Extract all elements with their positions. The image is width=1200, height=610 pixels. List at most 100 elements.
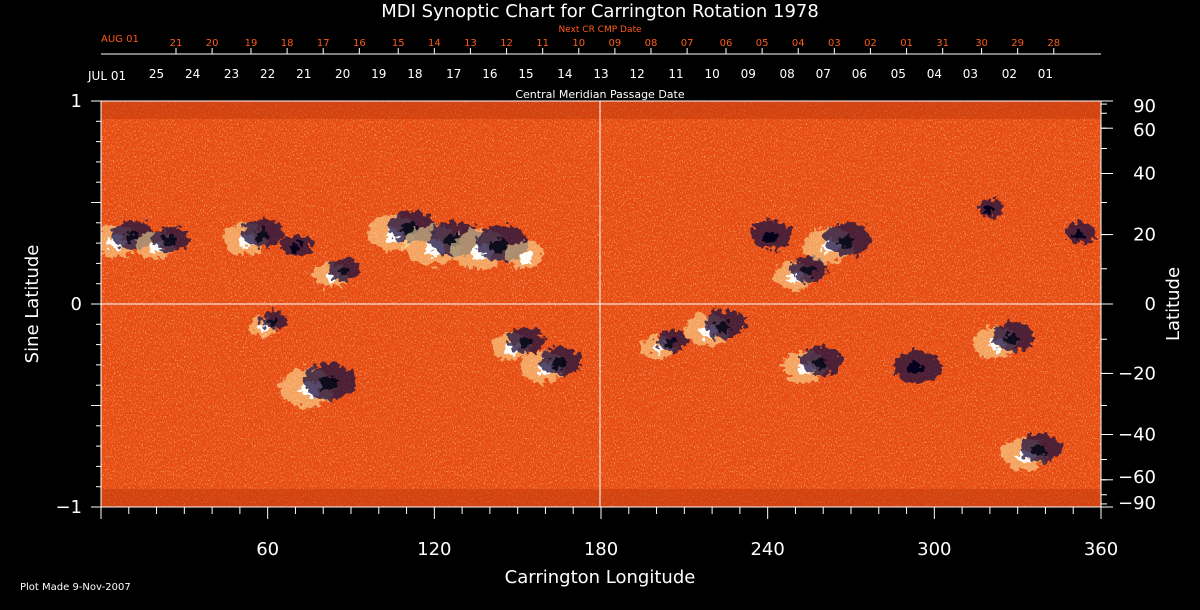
- right-tick-label: 40: [1133, 164, 1156, 185]
- right-tick-label: −20: [1118, 363, 1156, 384]
- right-tick-label: 60: [1133, 120, 1156, 141]
- negative-polarity-core: [762, 231, 778, 243]
- cmp-date-label: 02: [1002, 67, 1017, 81]
- next-cr-date-label: 13: [464, 38, 477, 49]
- negative-polarity-core: [254, 229, 269, 241]
- negative-polarity-core: [490, 238, 509, 253]
- next-cr-date-label: 09: [609, 38, 622, 49]
- negative-polarity-core: [1032, 444, 1047, 456]
- cmp-date-label: 20: [335, 67, 350, 81]
- cmp-date-label: 18: [407, 67, 422, 81]
- x-tick-label: 120: [417, 539, 451, 560]
- x-tick-label: 300: [917, 539, 951, 560]
- cmp-date-label: 09: [741, 67, 756, 81]
- cmp-date-label: 23: [224, 67, 239, 81]
- cmp-date-label: 05: [891, 67, 906, 81]
- next-cr-date-label: 11: [536, 38, 549, 49]
- cmp-date-label: 12: [629, 67, 644, 81]
- negative-polarity-core: [290, 242, 302, 252]
- cmp-date-label: 10: [704, 67, 719, 81]
- cmp-date-label: 25: [149, 67, 164, 81]
- cmp-date-label: 24: [185, 67, 200, 81]
- cmp-date-label: 03: [963, 67, 978, 81]
- plot-made-label: Plot Made 9-Nov-2007: [20, 582, 131, 593]
- x-tick-label: 240: [750, 539, 784, 560]
- right-tick-label: −60: [1118, 467, 1156, 488]
- positive-polarity-core: [518, 251, 533, 263]
- right-y-axis-ticks: 90 60 40 20 0 −20 −40 −60 −90: [1101, 96, 1156, 514]
- next-cr-date-label: 04: [792, 38, 805, 49]
- negative-polarity-core: [1004, 332, 1019, 345]
- next-cr-date-label: 31: [936, 38, 949, 49]
- next-cr-date-label: 21: [170, 38, 183, 49]
- negative-polarity-core: [984, 207, 994, 215]
- cmp-date-label: 15: [518, 67, 533, 81]
- x-tick-label: 180: [584, 539, 618, 560]
- right-tick-label: 20: [1133, 225, 1156, 246]
- cmp-date-label: 22: [260, 67, 275, 81]
- cmp-axis-label: Central Meridian Passage Date: [515, 88, 684, 101]
- right-y-axis-title: Latitude: [1163, 267, 1184, 341]
- next-cr-date-label: 06: [720, 38, 733, 49]
- next-cr-date-label: 16: [353, 38, 366, 49]
- negative-polarity-core: [838, 234, 855, 248]
- cmp-date-label: 13: [593, 67, 608, 81]
- cmp-date-label: 04: [927, 67, 942, 81]
- negative-polarity-core: [162, 236, 176, 247]
- cmp-date-label: 17: [446, 67, 461, 81]
- cmp-date-label: 07: [816, 67, 831, 81]
- next-cr-start-label: AUG 01: [101, 34, 139, 45]
- next-cr-date-label: 03: [828, 38, 841, 49]
- next-cr-date-label: 10: [572, 38, 585, 49]
- next-cr-date-label: 28: [1047, 38, 1060, 49]
- next-cr-date-label: 19: [245, 38, 258, 49]
- negative-polarity-core: [551, 357, 567, 369]
- next-cr-date-label: 20: [206, 38, 219, 49]
- next-cr-date-label: 12: [500, 38, 513, 49]
- right-tick-label: 90: [1133, 96, 1156, 117]
- next-cr-date-label: 07: [681, 38, 694, 49]
- negative-polarity-core: [715, 320, 731, 332]
- negative-polarity-core: [518, 337, 531, 348]
- cmp-date-labels: 25 24 23 22 21 20 19 18 17 16 15 14 13 12 11 10 09 08 07 06…: [149, 67, 1053, 81]
- right-tick-label: −90: [1118, 493, 1156, 514]
- right-tick-label: −40: [1118, 424, 1156, 445]
- cmp-date-label: 06: [852, 67, 867, 81]
- negative-polarity-core: [801, 266, 815, 277]
- cmp-date-label: 01: [1038, 67, 1053, 81]
- negative-polarity-core: [1073, 230, 1085, 240]
- x-tick-label: 60: [256, 539, 279, 560]
- cmp-date-label: 08: [779, 67, 794, 81]
- cmp-date-label: 19: [371, 67, 386, 81]
- negative-polarity-core: [337, 267, 349, 276]
- next-cr-date-label: 30: [975, 38, 988, 49]
- cmp-date-label: 11: [668, 67, 683, 81]
- negative-polarity-core: [812, 357, 828, 369]
- negative-polarity-core: [665, 338, 677, 347]
- left-y-axis-title: Sine Latitude: [22, 245, 43, 364]
- cmp-date-label: 14: [557, 67, 572, 81]
- next-cr-date-label: 14: [428, 38, 441, 49]
- next-cr-date-label: 05: [756, 38, 769, 49]
- next-cr-date-label: 29: [1011, 38, 1024, 49]
- cmp-date-label: 16: [482, 67, 497, 81]
- next-cr-axis-label: Next CR CMP Date: [558, 25, 642, 35]
- right-tick-label: 0: [1145, 294, 1156, 315]
- next-cr-date-label: 15: [392, 38, 405, 49]
- x-axis-title: Carrington Longitude: [505, 567, 696, 588]
- left-tick-label: −1: [55, 497, 82, 518]
- negative-polarity-core: [268, 318, 278, 326]
- next-cr-date-label: 02: [864, 38, 877, 49]
- cmp-date-label: 21: [296, 67, 311, 81]
- negative-polarity-core: [124, 231, 139, 243]
- left-tick-label: 0: [71, 294, 82, 315]
- cmp-start-label: JUL 01: [87, 69, 126, 83]
- negative-polarity-core: [318, 376, 337, 391]
- next-cr-date-label: 01: [900, 38, 913, 49]
- left-tick-label: 1: [71, 91, 82, 112]
- next-cr-date-label: 17: [317, 38, 330, 49]
- next-cr-ticks: 21 20 19 18 17 16 15 14 13 12 11 10 09 08 07 06 05 04 03 02…: [170, 38, 1060, 54]
- x-tick-label: 360: [1084, 539, 1118, 560]
- next-cr-date-label: 18: [281, 38, 294, 49]
